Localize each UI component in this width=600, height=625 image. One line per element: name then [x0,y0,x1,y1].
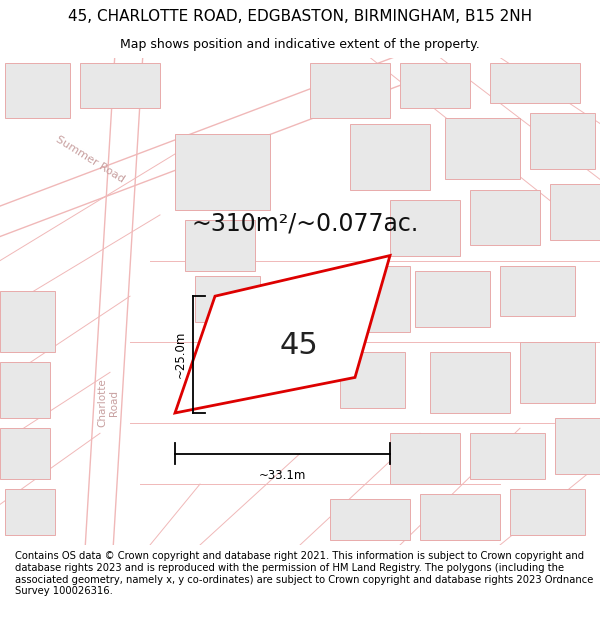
Polygon shape [0,291,55,352]
Polygon shape [330,499,410,540]
Polygon shape [420,494,500,540]
Text: Contains OS data © Crown copyright and database right 2021. This information is : Contains OS data © Crown copyright and d… [15,551,593,596]
Polygon shape [390,433,460,484]
Text: ~33.1m: ~33.1m [259,469,306,482]
Polygon shape [5,62,70,119]
Polygon shape [0,362,50,418]
Polygon shape [445,119,520,179]
Polygon shape [470,189,540,246]
Text: Map shows position and indicative extent of the property.: Map shows position and indicative extent… [120,38,480,51]
Polygon shape [415,271,490,327]
Text: ~310m²/~0.077ac.: ~310m²/~0.077ac. [191,211,419,235]
Polygon shape [510,489,585,535]
Polygon shape [350,266,410,332]
Polygon shape [400,62,470,108]
Text: Summer Road: Summer Road [54,134,126,184]
Polygon shape [550,184,600,240]
Polygon shape [185,220,255,271]
Polygon shape [430,352,510,413]
Polygon shape [555,418,600,474]
Polygon shape [340,352,405,408]
Polygon shape [175,256,390,413]
Text: ~25.0m: ~25.0m [173,331,187,378]
Polygon shape [530,113,595,169]
Polygon shape [520,342,595,402]
Polygon shape [470,433,545,479]
Polygon shape [195,276,260,321]
Polygon shape [310,62,390,119]
Polygon shape [500,266,575,316]
Text: 45: 45 [280,331,318,360]
Text: Charlotte
Road: Charlotte Road [97,378,119,428]
Polygon shape [350,124,430,189]
Polygon shape [490,62,580,103]
Text: 45, CHARLOTTE ROAD, EDGBASTON, BIRMINGHAM, B15 2NH: 45, CHARLOTTE ROAD, EDGBASTON, BIRMINGHA… [68,9,532,24]
Polygon shape [80,62,160,108]
Polygon shape [5,489,55,535]
Polygon shape [0,428,50,479]
Polygon shape [390,200,460,256]
Polygon shape [175,134,270,210]
